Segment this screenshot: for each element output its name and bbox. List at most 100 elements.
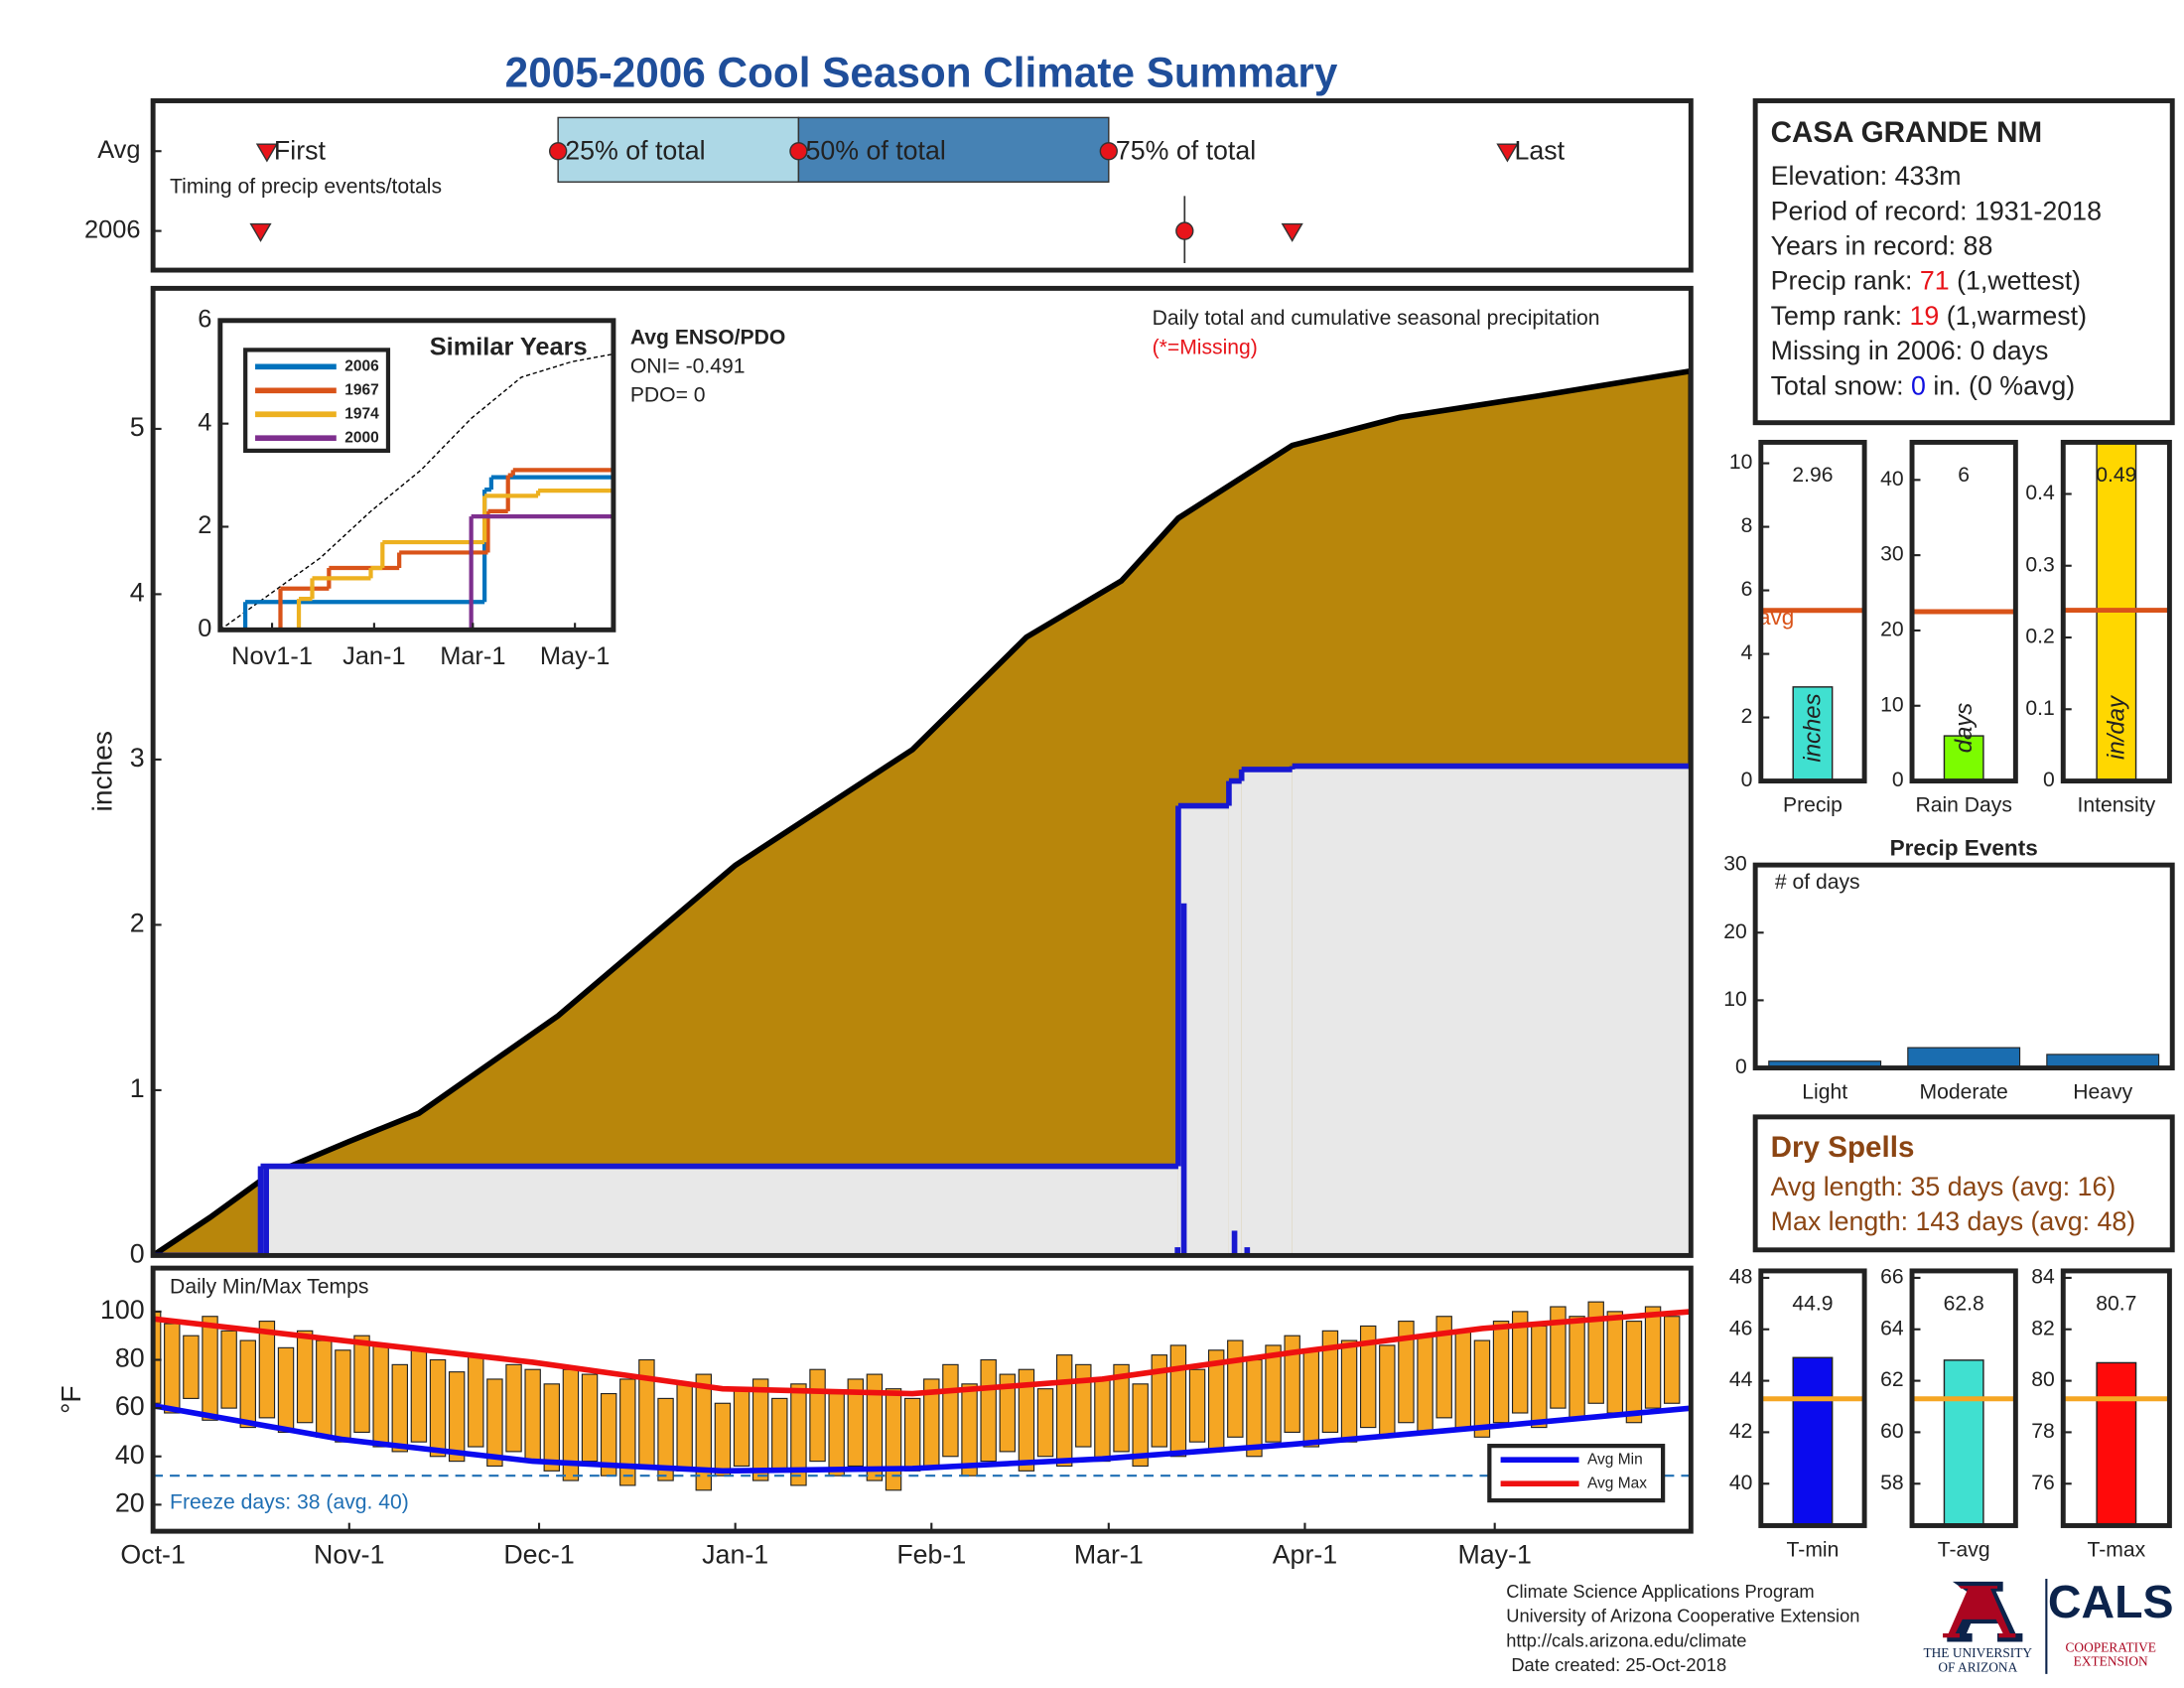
category-label: Precip <box>1783 794 1843 817</box>
temp-bar <box>1473 1339 1491 1438</box>
y-tick-label: 2 <box>1741 705 1753 728</box>
temp-bar <box>164 1323 181 1414</box>
axes-frame <box>150 1265 1694 1534</box>
temp-bar <box>372 1344 389 1448</box>
cumulative-fill <box>1292 766 1692 1256</box>
category-label: Rain Days <box>1915 794 2011 817</box>
temp-bar <box>961 1383 978 1477</box>
chart-title: Daily total and cumulative seasonal prec… <box>1153 307 1600 330</box>
station-info-part: (1,wettest) <box>1950 266 2081 296</box>
temp-bar <box>828 1392 845 1477</box>
temp-bar <box>335 1349 351 1443</box>
station-info-part: 71 <box>1920 266 1950 296</box>
temp-bar <box>980 1358 997 1463</box>
temp-bar <box>1265 1344 1282 1443</box>
y-tick-label: 62 <box>1880 1368 1903 1391</box>
late-box <box>797 116 1110 183</box>
summary-plot <box>1760 608 1865 781</box>
station-info: Years in record: 88 <box>1771 231 1993 261</box>
total-marker <box>789 142 808 161</box>
temp-bar <box>942 1363 959 1458</box>
temp-bar <box>1587 1301 1604 1404</box>
y-tick-label: 0 <box>198 615 211 642</box>
axes-frame <box>217 318 616 633</box>
temp-bar <box>1169 1344 1187 1458</box>
cumulative-fill <box>1177 805 1229 1256</box>
legend-label: 2000 <box>344 429 378 446</box>
x-tick-label: Nov-1 <box>314 1540 384 1570</box>
y-tick-label: 64 <box>1880 1317 1904 1339</box>
temp-bar <box>258 1321 276 1419</box>
y-tick-label: 0.4 <box>2025 482 2055 504</box>
temp-bar <box>676 1383 693 1472</box>
temp-bar <box>1055 1354 1073 1468</box>
temp-bar <box>619 1378 636 1486</box>
temp-bar <box>885 1388 902 1491</box>
station-info: Temp rank: 19 (1,warmest) <box>1771 301 2087 331</box>
y-tick-label: 2 <box>130 908 145 937</box>
temp-bar <box>277 1346 295 1434</box>
temp-bar <box>1435 1316 1452 1419</box>
summary-plot <box>1760 1356 1865 1526</box>
y-tick-label: 78 <box>2031 1420 2054 1443</box>
station-info-part: 19 <box>1909 301 1939 331</box>
x-tick-label: Nov1-1 <box>231 642 313 670</box>
temp-bar <box>1113 1363 1130 1453</box>
temp-bar <box>468 1354 484 1448</box>
x-tick-label: Oct-1 <box>120 1540 185 1570</box>
y-tick-label: 60 <box>115 1391 145 1421</box>
event-marker <box>255 143 278 163</box>
category-label: Intensity <box>2077 794 2155 817</box>
temp-bar <box>581 1373 599 1463</box>
avg-curve <box>219 352 614 631</box>
summary-plot <box>1912 609 2016 781</box>
temp-bar <box>153 1311 162 1404</box>
temp-bar <box>429 1358 447 1458</box>
logo-text: OF ARIZONA <box>1938 1659 2017 1674</box>
y-tick-label: 4 <box>1741 641 1753 664</box>
y-tick-label: 1 <box>130 1073 145 1103</box>
chart-title: Precip Events <box>1890 836 2038 861</box>
value-label: 6 <box>1958 464 1970 487</box>
legend-label: 1967 <box>344 381 378 398</box>
enso-annotation: Avg ENSO/PDO <box>630 327 786 350</box>
temp-bar <box>1094 1378 1111 1463</box>
y-tick-label: 42 <box>1729 1420 1753 1443</box>
footer-line: University of Arizona Cooperative Extens… <box>1506 1606 1859 1626</box>
value-label: 44.9 <box>1792 1292 1833 1315</box>
y-tick-label: 40 <box>115 1440 145 1470</box>
unit-label: days <box>1951 703 1978 754</box>
temp-bar <box>1550 1306 1567 1409</box>
summary-bar <box>1792 1356 1834 1526</box>
inset-plot <box>219 352 614 631</box>
temp-bar <box>1151 1354 1168 1448</box>
y-tick-label: 80 <box>115 1343 145 1373</box>
y-tick-label: 76 <box>2031 1472 2054 1494</box>
ua-logo <box>1943 1579 2048 1674</box>
marker-label: Last <box>1514 136 1565 166</box>
temp-bar <box>1188 1368 1206 1443</box>
temp-bar <box>183 1335 200 1399</box>
temp-bar <box>1340 1339 1358 1443</box>
y-tick-label: 0 <box>2043 769 2055 791</box>
y-tick-label: 44 <box>1729 1368 1753 1391</box>
dry-spells-line: Avg length: 35 days (avg: 16) <box>1771 1172 2116 1201</box>
temp-bar <box>391 1363 408 1453</box>
y-tick-label: 4 <box>198 408 211 436</box>
y-tick-label: 20 <box>115 1487 145 1517</box>
unit-label: in/day <box>2104 694 2130 760</box>
station-info-part: 0 <box>1911 371 1926 401</box>
y-tick-label: 10 <box>1880 693 1903 716</box>
legend-label: 2006 <box>344 357 379 374</box>
category-label: T-min <box>1787 1538 1840 1561</box>
marker-label: 25% of total <box>565 136 705 166</box>
summary-bar <box>1943 1359 1984 1526</box>
y-axis-label: inches <box>85 731 117 811</box>
axes-frame <box>2060 1268 2172 1528</box>
station-info: Period of record: 1931-2018 <box>1771 196 2102 225</box>
event-marker <box>1281 222 1303 242</box>
temp-bar <box>866 1373 884 1481</box>
inset-title: Similar Years <box>430 334 588 361</box>
axes-frame <box>1758 439 1867 784</box>
temp-bar <box>695 1373 713 1491</box>
